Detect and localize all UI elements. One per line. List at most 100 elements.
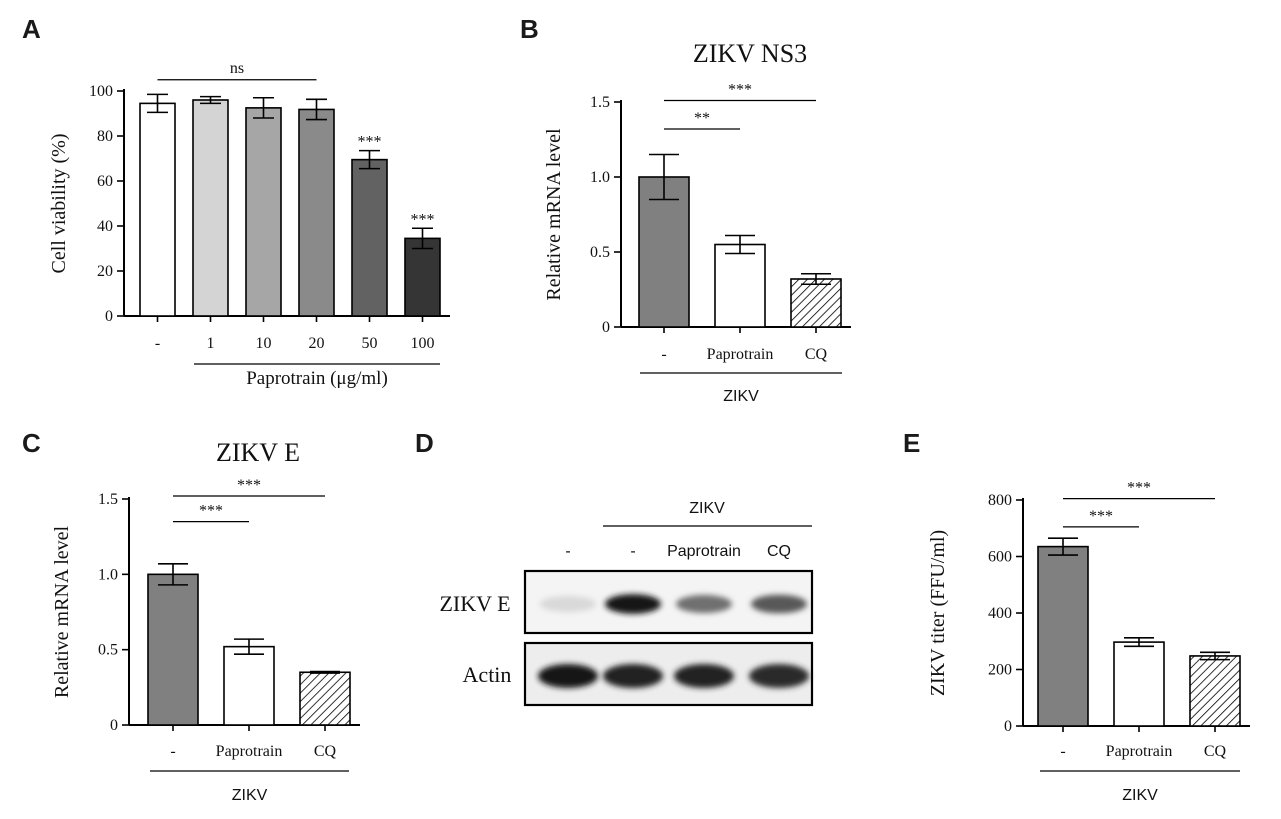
error-bar [234, 638, 264, 655]
bar [1037, 545, 1089, 727]
x-tick-label: Paprotrain [1106, 743, 1173, 760]
y-tick-label: 0 [110, 717, 118, 734]
y-axis-label: Cell viability (%) [48, 134, 70, 274]
x-tick-label: Paprotrain [707, 346, 774, 363]
y-tick-label: 0 [602, 319, 610, 336]
error-bar [801, 272, 831, 286]
panel-label-c: C [22, 428, 41, 458]
x-tick-label: Paprotrain [216, 743, 283, 760]
y-axis-label: ZIKV titer (FFU/ml) [927, 530, 949, 696]
blot-band [751, 594, 807, 614]
y-axis-label: Relative mRNA level [543, 128, 565, 301]
x-tick-label: 50 [362, 335, 378, 352]
bar [638, 176, 690, 328]
blot-group-label: ZIKV [689, 500, 725, 517]
bar [714, 243, 766, 328]
blot-lane-label: Paprotrain [667, 543, 741, 560]
x-tick-label: CQ [314, 743, 337, 760]
blot-band [676, 594, 732, 614]
bar [139, 102, 176, 317]
x-tick-label: 1 [207, 335, 215, 352]
error-bar [359, 149, 380, 170]
y-tick-label: 600 [988, 549, 1012, 566]
blot-band [540, 595, 596, 613]
significance-label: *** [358, 134, 382, 151]
panel-label-e: E [903, 428, 920, 458]
significance-label: ns [230, 60, 244, 77]
y-tick-label: 400 [988, 605, 1012, 622]
y-tick-label: 0 [105, 308, 113, 325]
y-axis-label: Relative mRNA level [51, 525, 73, 698]
bar [1113, 641, 1165, 727]
x-axis-label: Paprotrain (μg/ml) [246, 368, 388, 389]
error-bar [200, 95, 221, 105]
y-tick-label: 1.0 [98, 566, 118, 583]
error-bar [253, 96, 274, 119]
error-bar [1048, 537, 1078, 556]
x-tick-label: 20 [309, 335, 325, 352]
error-bar [725, 234, 755, 255]
bar [147, 573, 199, 726]
blot-bands [538, 594, 809, 688]
blot-band [674, 664, 734, 688]
x-axis-label: ZIKV [232, 787, 268, 804]
significance-label: ** [694, 110, 710, 127]
y-tick-label: 1.0 [590, 169, 610, 186]
error-bar [1200, 651, 1230, 661]
blot-lane-label: - [630, 543, 635, 560]
panel-label-d: D [415, 428, 434, 458]
x-axis-label: ZIKV [723, 388, 759, 405]
x-tick-label: - [170, 743, 175, 760]
y-tick-label: 0.5 [98, 642, 118, 659]
blot-lane-label: CQ [767, 543, 791, 560]
bar [790, 278, 842, 328]
y-tick-label: 40 [97, 218, 113, 235]
y-tick-label: 200 [988, 662, 1012, 679]
y-tick-label: 1.5 [98, 491, 118, 508]
significance-label: *** [199, 503, 223, 520]
significance-label: *** [237, 477, 261, 494]
bar [245, 107, 282, 317]
error-bar [147, 93, 168, 114]
error-bar [649, 153, 679, 201]
bar [192, 99, 229, 317]
bar [1189, 655, 1241, 727]
western-blot: ZIKV - - Paprotrain CQ ZIKV E Actin [439, 500, 814, 707]
error-bar [1124, 637, 1154, 648]
chart-e-zikv-titer: 0 200 400 600 800 ZIKV titer (FFU/ml) - Paprotr… [927, 480, 1250, 804]
x-tick-label: - [661, 346, 666, 363]
error-bar [310, 670, 340, 674]
chart-a-cell-viability: 0 20 40 60 80 100 Cell viability (%) - 1 10 20 50 10… [48, 60, 450, 389]
bar [404, 237, 441, 317]
y-tick-label: 80 [97, 128, 113, 145]
significance-label: *** [1089, 508, 1113, 525]
y-tick-label: 800 [988, 492, 1012, 509]
significance-label: *** [728, 82, 752, 99]
y-tick-label: 60 [97, 173, 113, 190]
chart-c-zikv-e: ZIKV E 0 0.5 1.0 1.5 Relative mRNA level - Papr… [51, 438, 360, 804]
blot-row-label: ZIKV E [439, 591, 510, 616]
bar [223, 645, 275, 726]
y-tick-label: 0.5 [590, 244, 610, 261]
blot-band [605, 594, 661, 614]
chart-b-zikv-ns3: ZIKV NS3 0 0.5 1.0 1.5 Relative mRNA level - Pa… [543, 39, 851, 405]
y-tick-label: 0 [1004, 718, 1012, 735]
bar [299, 671, 351, 726]
x-tick-label: CQ [805, 346, 828, 363]
bar [298, 108, 335, 317]
blot-band [538, 664, 598, 688]
chart-title: ZIKV NS3 [693, 39, 807, 68]
y-tick-label: 100 [89, 83, 113, 100]
blot-row-label: Actin [463, 662, 512, 687]
x-tick-label: - [1060, 743, 1065, 760]
error-bar [412, 227, 433, 250]
bar [351, 158, 388, 317]
x-tick-label: 10 [256, 335, 272, 352]
x-axis-label: ZIKV [1122, 787, 1158, 804]
x-tick-label: - [155, 335, 160, 352]
error-bar [306, 98, 327, 121]
significance-label: *** [1127, 480, 1151, 497]
panel-label-b: B [520, 14, 539, 44]
y-tick-label: 1.5 [590, 94, 610, 111]
